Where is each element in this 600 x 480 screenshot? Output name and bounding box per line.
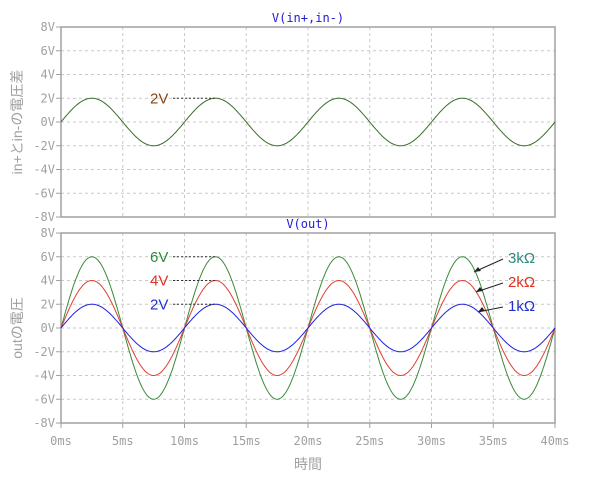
x-tick-label: 40ms [541,434,570,448]
y-tick-label: 6V [41,44,55,58]
x-tick-label: 5ms [112,434,134,448]
arrow-head-icon [476,287,483,292]
peak-annotation: 2V [150,296,168,313]
y-tick-label: 4V [41,274,55,288]
x-tick-label: 15ms [232,434,261,448]
peak-annotation: 4V [150,273,168,290]
y-tick-label: -4V [33,163,55,177]
series-legend-label: 1kΩ [508,298,535,315]
x-axis-label: 時間 [294,456,322,472]
y-tick-label: 0V [41,321,55,335]
y-tick-label: -8V [33,416,55,430]
y-tick-label: -2V [33,139,55,153]
y-tick-label: 8V [41,226,55,240]
series-legend-label: 2kΩ [508,274,535,291]
y-tick-label: 0V [41,115,55,129]
y-tick-label: -6V [33,392,55,406]
y-tick-label: -8V [33,210,55,224]
y-axis-label: outの電圧 [9,297,25,358]
y-tick-label: -4V [33,369,55,383]
peak-annotation: 6V [150,249,168,266]
y-tick-label: 4V [41,68,55,82]
y-tick-label: 2V [41,297,55,311]
x-tick-label: 0ms [50,434,72,448]
x-tick-label: 10ms [170,434,199,448]
y-tick-label: -2V [33,345,55,359]
y-tick-label: -6V [33,186,55,200]
x-tick-label: 20ms [294,434,323,448]
y-tick-label: 8V [41,20,55,34]
x-tick-label: 25ms [355,434,384,448]
y-axis-label: in+とin-の電圧差 [9,70,25,175]
y-tick-label: 2V [41,91,55,105]
x-tick-label: 30ms [417,434,446,448]
peak-annotation: 2V [150,90,168,107]
series-line [60,303,556,353]
series-line [60,97,556,147]
y-tick-label: 6V [41,250,55,264]
series-legend-label: 3kΩ [508,250,535,267]
arrow-head-icon [478,307,485,312]
plot-title: V(out) [286,217,329,231]
plot-title: V(in+,in-) [272,11,344,25]
x-tick-label: 35ms [479,434,508,448]
arrow-head-icon [474,267,481,272]
